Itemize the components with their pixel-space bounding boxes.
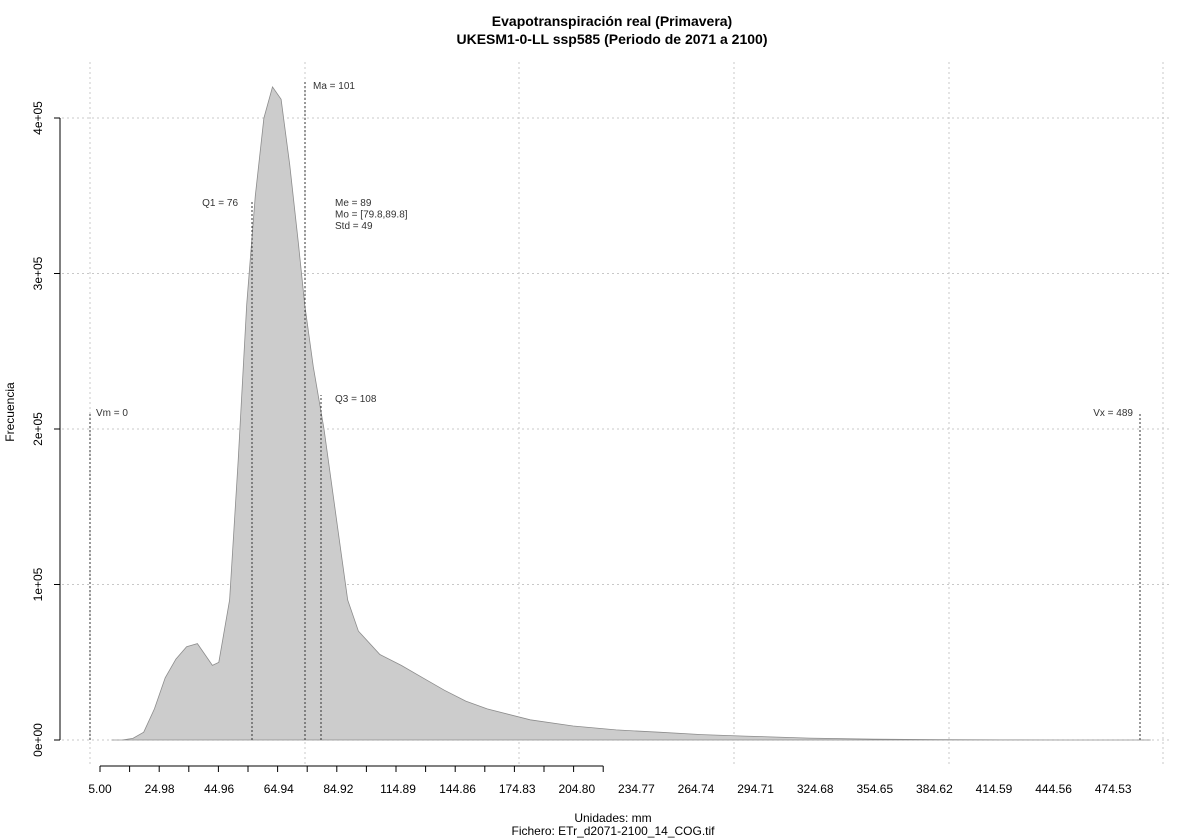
annotation-label-0: Vm = 0	[96, 408, 128, 419]
y-tick-label-1: 1e+05	[31, 567, 45, 601]
annotation-label-3: Q3 = 108	[335, 394, 377, 405]
annotation-label-2: Ma = 101	[313, 81, 355, 92]
annotation-label-4: Vx = 489	[1093, 408, 1133, 419]
x-tick-label-17: 474.53	[1095, 782, 1132, 796]
x-tick-label-15: 414.59	[976, 782, 1013, 796]
annotation-label-1: Q1 = 76	[202, 198, 238, 209]
x-tick-label-14: 384.62	[916, 782, 953, 796]
x-tick-label-1: 24.98	[145, 782, 175, 796]
x-tick-label-13: 354.65	[856, 782, 893, 796]
x-tick-label-9: 234.77	[618, 782, 655, 796]
stat-label-2: Std = 49	[335, 221, 373, 232]
x-tick-label-6: 144.86	[439, 782, 476, 796]
density-series	[111, 85, 1151, 741]
x-tick-label-11: 294.71	[737, 782, 774, 796]
x-tick-label-10: 264.74	[678, 782, 715, 796]
x-axis-label: Unidades: mm	[574, 811, 651, 825]
density-area	[111, 85, 1151, 741]
x-tick-label-0: 5.00	[88, 782, 112, 796]
x-tick-label-7: 174.83	[499, 782, 536, 796]
x-axis: 5.00 24.98 44.96 64.94 84.92 114.89 144.86 174.…	[88, 765, 1132, 796]
y-tick-label-4: 4e+05	[31, 101, 45, 135]
stat-label-0: Me = 89	[335, 198, 372, 209]
stat-label-1: Mo = [79.8,89.8]	[335, 210, 408, 221]
chart-subtitle: UKESM1-0-LL ssp585 (Periodo de 2071 a 21…	[457, 31, 768, 47]
y-axis: 0e+00 1e+05 2e+05 3e+05 4e+05	[31, 101, 61, 757]
x-tick-label-2: 44.96	[204, 782, 234, 796]
annotations: Vm = 0 Q1 = 76 Ma = 101 Q3 = 108 Vx = 489 Me …	[89, 80, 1141, 740]
x-tick-label-16: 444.56	[1035, 782, 1072, 796]
chart-title: Evapotranspiración real (Primavera)	[492, 13, 732, 29]
x-tick-label-3: 64.94	[264, 782, 294, 796]
x-tick-label-12: 324.68	[797, 782, 834, 796]
x-tick-label-4: 84.92	[323, 782, 353, 796]
y-axis-label: Frecuencia	[3, 382, 17, 442]
x-tick-label-5: 114.89	[380, 782, 416, 796]
y-tick-label-3: 3e+05	[31, 256, 45, 290]
file-label: Fichero: ETr_d2071-2100_14_COG.tif	[512, 824, 716, 838]
x-tick-label-8: 204.80	[558, 782, 595, 796]
y-tick-label-0: 0e+00	[31, 723, 45, 757]
y-tick-label-2: 2e+05	[31, 412, 45, 446]
